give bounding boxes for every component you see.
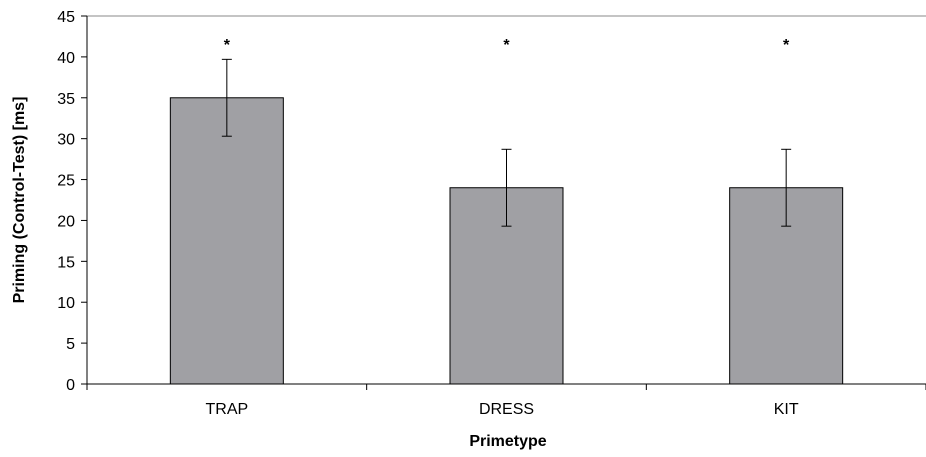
- bar-trap: [169, 97, 284, 385]
- y-tick-label: 40: [57, 50, 75, 67]
- significance-asterisk: *: [503, 37, 510, 54]
- significance-markers: * * *: [224, 37, 790, 54]
- x-axis-title: Primetype: [469, 433, 546, 450]
- y-tick-label: 15: [57, 254, 75, 271]
- y-tick-label: 10: [57, 295, 75, 312]
- y-tick-label: 5: [66, 336, 75, 353]
- y-tick-label: 45: [57, 9, 75, 26]
- significance-asterisk: *: [224, 37, 231, 54]
- y-tick-label: 20: [57, 213, 75, 230]
- y-tick-label: 35: [57, 91, 75, 108]
- x-axis: TRAP DRESS KIT: [86, 383, 926, 418]
- error-bars: [221, 58, 792, 227]
- y-tick-label: 0: [66, 377, 75, 394]
- bars: [169, 97, 844, 385]
- x-tick-label: KIT: [774, 401, 799, 418]
- x-tick-label: DRESS: [479, 401, 534, 418]
- significance-asterisk: *: [783, 37, 790, 54]
- y-tick-label: 25: [57, 173, 75, 190]
- y-axis: 0 5 10 15 20 25 30 35 40 45: [57, 9, 88, 394]
- y-axis-title: Priming (Control-Test) [ms]: [11, 97, 28, 304]
- y-tick-label: 30: [57, 132, 75, 149]
- x-tick-label: TRAP: [205, 401, 248, 418]
